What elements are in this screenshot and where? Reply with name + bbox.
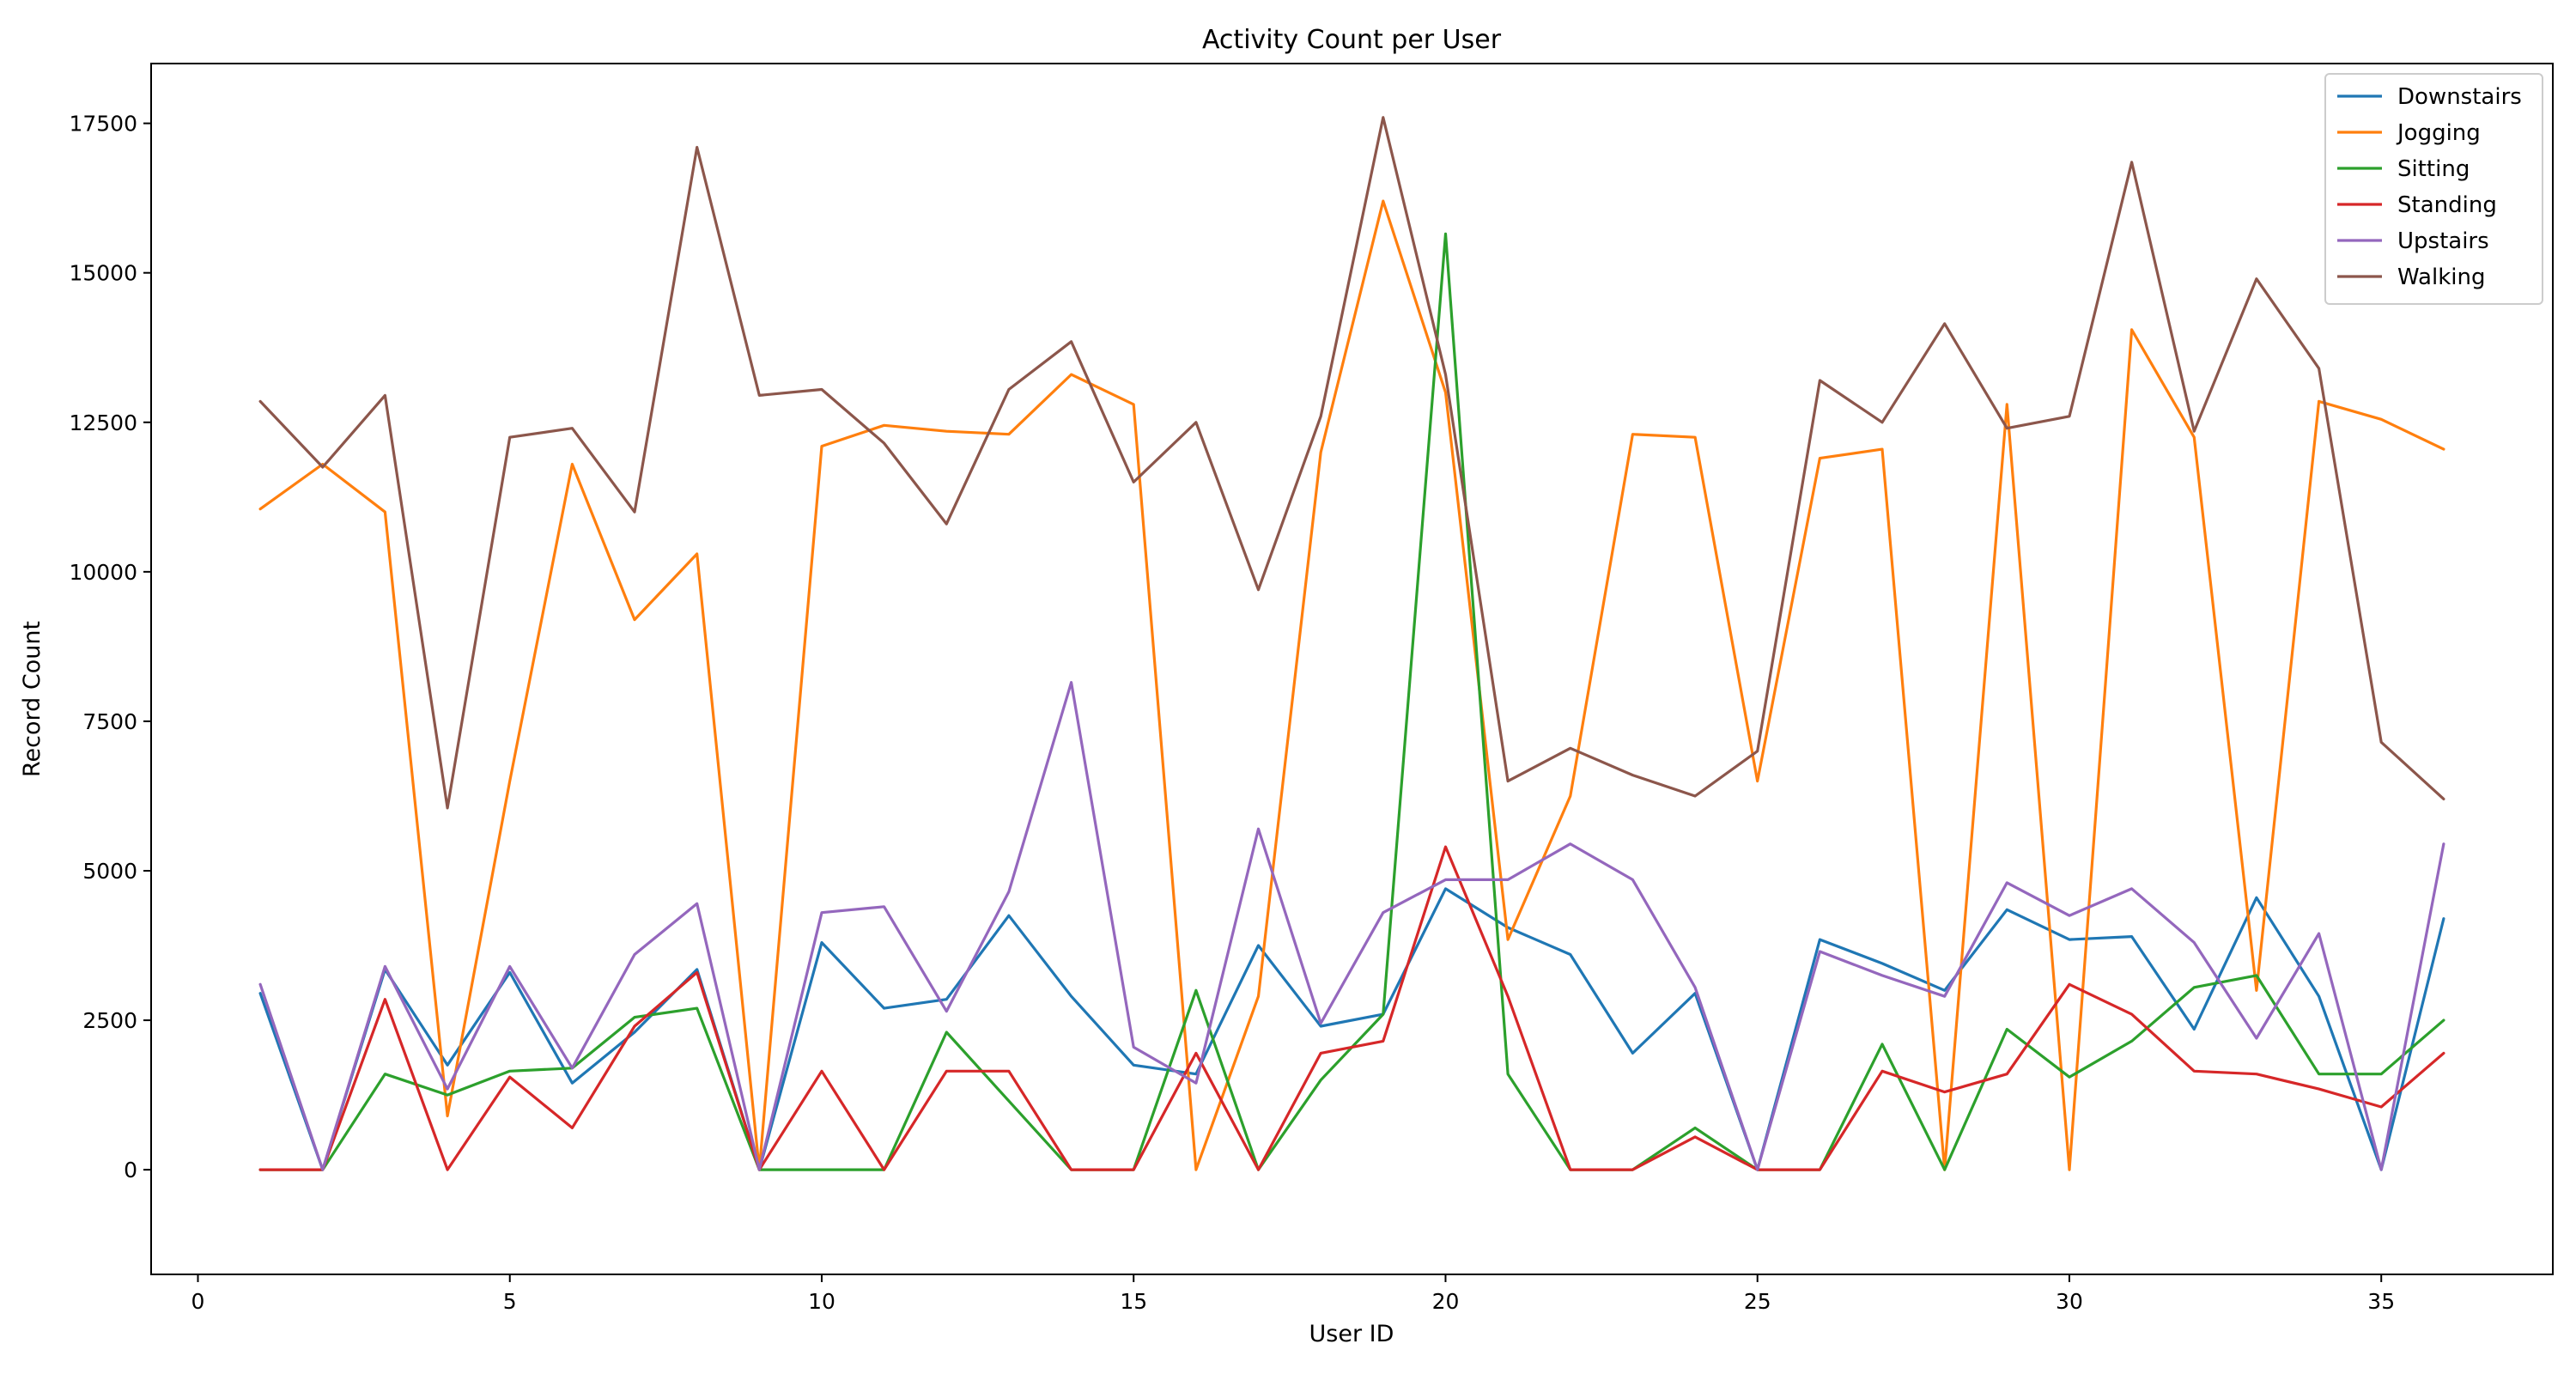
y-tick-label: 2500 <box>82 1008 137 1033</box>
x-axis-label: User ID <box>1309 1321 1394 1347</box>
x-tick-label: 20 <box>1432 1289 1460 1314</box>
y-tick-label: 10000 <box>69 560 137 585</box>
x-axis-ticks: 0 5 10 15 20 25 30 35 <box>191 1274 2395 1314</box>
legend-label-upstairs: Upstairs <box>2397 228 2489 254</box>
y-axis-ticks: 0 2500 5000 7500 10000 12500 15000 17500 <box>69 112 151 1182</box>
series-line-sitting <box>258 232 2445 1171</box>
plot-frame <box>150 63 2554 1275</box>
chart-title: Activity Count per User <box>1202 25 1502 55</box>
legend: Downstairs Jogging Sitting Standing Upstairs… <box>2324 73 2543 305</box>
x-tick-label: 5 <box>503 1289 517 1314</box>
legend-label-sitting: Sitting <box>2397 156 2470 182</box>
legend-label-standing: Standing <box>2397 192 2497 218</box>
series-line-downstairs <box>258 887 2445 1171</box>
series-line-jogging <box>258 199 2445 1171</box>
series-line-walking <box>258 116 2445 810</box>
x-tick-label: 15 <box>1120 1289 1147 1314</box>
x-tick-label: 30 <box>2056 1289 2083 1314</box>
y-tick-label: 17500 <box>69 112 137 137</box>
y-tick-label: 5000 <box>82 859 137 884</box>
y-tick-label: 7500 <box>82 709 137 734</box>
x-tick-label: 35 <box>2367 1289 2395 1314</box>
series-line-standing <box>258 845 2445 1171</box>
legend-label-jogging: Jogging <box>2396 120 2481 146</box>
y-tick-label: 0 <box>124 1158 137 1182</box>
y-tick-label: 12500 <box>69 410 137 435</box>
legend-label-walking: Walking <box>2397 264 2485 290</box>
x-tick-label: 0 <box>191 1289 205 1314</box>
x-tick-label: 25 <box>1744 1289 1771 1314</box>
legend-label-downstairs: Downstairs <box>2397 84 2522 110</box>
x-tick-label: 10 <box>808 1289 835 1314</box>
y-tick-label: 15000 <box>69 261 137 286</box>
series-line-upstairs <box>258 681 2445 1171</box>
y-axis-label: Record Count <box>19 621 46 777</box>
plot-area <box>258 116 2445 1171</box>
